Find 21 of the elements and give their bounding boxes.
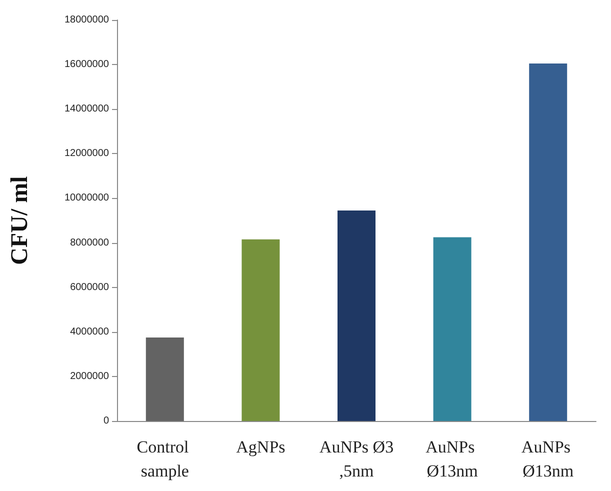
y-tick-label: 16000000 bbox=[64, 59, 110, 70]
y-axis-title: CFU/ ml bbox=[7, 176, 33, 265]
bar bbox=[146, 337, 184, 421]
bar bbox=[338, 210, 376, 421]
y-tick-label: 14000000 bbox=[64, 104, 110, 115]
bar bbox=[529, 63, 568, 421]
x-tick-label: Control sample bbox=[136, 438, 193, 480]
y-tick-label: 12000000 bbox=[64, 148, 110, 160]
bar bbox=[433, 237, 472, 421]
y-tick-label: 6000000 bbox=[70, 282, 110, 293]
y-tick-label: 10000000 bbox=[64, 192, 110, 204]
x-tick-label: AuNPs Ø13nm bbox=[521, 438, 575, 480]
y-tick-label: 0 bbox=[103, 416, 110, 426]
x-tick-label: AuNPs Ø3,5nm bbox=[319, 438, 394, 480]
y-tick-label: 8000000 bbox=[70, 237, 110, 248]
y-tick-label: 2000000 bbox=[70, 370, 110, 382]
y-tick-label: 4000000 bbox=[70, 326, 110, 338]
bar bbox=[242, 239, 280, 421]
y-tick-label: 18000000 bbox=[64, 14, 110, 26]
x-tick-label: AuNPs Ø13nm bbox=[426, 438, 479, 480]
x-tick-label: AgNPs bbox=[236, 438, 286, 456]
